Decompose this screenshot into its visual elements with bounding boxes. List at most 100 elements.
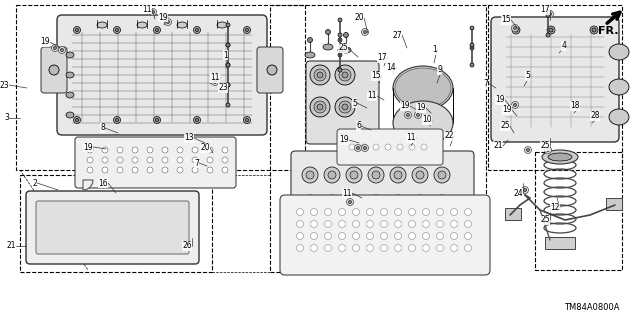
- Circle shape: [436, 233, 444, 240]
- Circle shape: [404, 112, 412, 118]
- Circle shape: [422, 209, 429, 216]
- Text: 14: 14: [387, 63, 396, 72]
- Ellipse shape: [609, 109, 629, 125]
- Circle shape: [335, 97, 355, 117]
- Circle shape: [226, 63, 230, 67]
- Circle shape: [162, 147, 168, 153]
- Circle shape: [514, 28, 518, 32]
- Circle shape: [226, 43, 230, 47]
- Circle shape: [367, 220, 374, 227]
- Ellipse shape: [177, 22, 187, 28]
- Circle shape: [408, 244, 415, 251]
- Circle shape: [422, 220, 429, 227]
- Circle shape: [438, 171, 446, 179]
- Circle shape: [222, 147, 228, 153]
- Circle shape: [51, 44, 58, 51]
- Circle shape: [335, 65, 355, 85]
- Circle shape: [338, 48, 342, 52]
- Circle shape: [87, 167, 93, 173]
- Circle shape: [470, 43, 474, 47]
- Circle shape: [470, 26, 474, 30]
- Circle shape: [590, 26, 598, 34]
- Circle shape: [207, 157, 213, 163]
- Circle shape: [226, 83, 230, 87]
- Circle shape: [147, 167, 153, 173]
- Circle shape: [132, 157, 138, 163]
- Circle shape: [211, 78, 218, 85]
- Ellipse shape: [66, 52, 74, 58]
- Circle shape: [346, 167, 362, 183]
- Circle shape: [102, 157, 108, 163]
- Text: FR.: FR.: [598, 26, 618, 36]
- Circle shape: [87, 157, 93, 163]
- Circle shape: [422, 244, 429, 251]
- Circle shape: [434, 167, 450, 183]
- Circle shape: [74, 116, 81, 123]
- Circle shape: [243, 26, 250, 33]
- Circle shape: [339, 69, 351, 81]
- Text: 11: 11: [367, 92, 377, 100]
- Circle shape: [296, 209, 303, 216]
- Circle shape: [310, 220, 317, 227]
- Text: 19: 19: [401, 101, 410, 110]
- Circle shape: [385, 144, 391, 150]
- FancyBboxPatch shape: [36, 201, 189, 254]
- FancyBboxPatch shape: [257, 47, 283, 93]
- Circle shape: [324, 167, 340, 183]
- Ellipse shape: [548, 153, 572, 161]
- Circle shape: [369, 195, 383, 209]
- Circle shape: [226, 103, 230, 107]
- Circle shape: [226, 63, 230, 67]
- Circle shape: [513, 103, 516, 107]
- Ellipse shape: [393, 66, 453, 110]
- FancyBboxPatch shape: [26, 191, 199, 264]
- Circle shape: [54, 47, 56, 49]
- FancyBboxPatch shape: [337, 129, 443, 165]
- Circle shape: [310, 209, 317, 216]
- Circle shape: [451, 233, 458, 240]
- Circle shape: [527, 149, 529, 152]
- Circle shape: [132, 147, 138, 153]
- Circle shape: [436, 209, 444, 216]
- Circle shape: [522, 187, 529, 194]
- Circle shape: [102, 167, 108, 173]
- Bar: [270, 5, 486, 272]
- Circle shape: [364, 146, 367, 150]
- Circle shape: [397, 144, 403, 150]
- Ellipse shape: [97, 22, 107, 28]
- Circle shape: [115, 28, 118, 32]
- Circle shape: [415, 112, 422, 118]
- Circle shape: [243, 116, 250, 123]
- Circle shape: [150, 9, 157, 16]
- Circle shape: [353, 220, 360, 227]
- Text: 19: 19: [495, 95, 505, 105]
- Circle shape: [132, 167, 138, 173]
- Circle shape: [267, 65, 277, 75]
- Text: 5: 5: [352, 99, 357, 108]
- Text: 22: 22: [445, 131, 454, 140]
- Text: 19: 19: [417, 103, 426, 113]
- Circle shape: [524, 189, 527, 191]
- Text: 25: 25: [540, 142, 550, 151]
- Ellipse shape: [66, 72, 74, 78]
- Text: 1: 1: [223, 50, 228, 60]
- Circle shape: [162, 167, 168, 173]
- Circle shape: [226, 23, 230, 27]
- FancyBboxPatch shape: [291, 151, 474, 224]
- Text: 13: 13: [184, 133, 194, 143]
- Text: 25: 25: [339, 43, 348, 53]
- Circle shape: [394, 220, 401, 227]
- Ellipse shape: [137, 22, 147, 28]
- Text: 15: 15: [371, 71, 381, 80]
- Circle shape: [207, 147, 213, 153]
- Ellipse shape: [217, 22, 227, 28]
- Circle shape: [362, 28, 369, 35]
- Circle shape: [372, 171, 380, 179]
- Circle shape: [115, 118, 118, 122]
- Ellipse shape: [66, 92, 74, 98]
- Circle shape: [546, 13, 550, 17]
- Circle shape: [545, 146, 552, 153]
- Circle shape: [394, 244, 401, 251]
- Circle shape: [113, 26, 120, 33]
- Circle shape: [192, 167, 198, 173]
